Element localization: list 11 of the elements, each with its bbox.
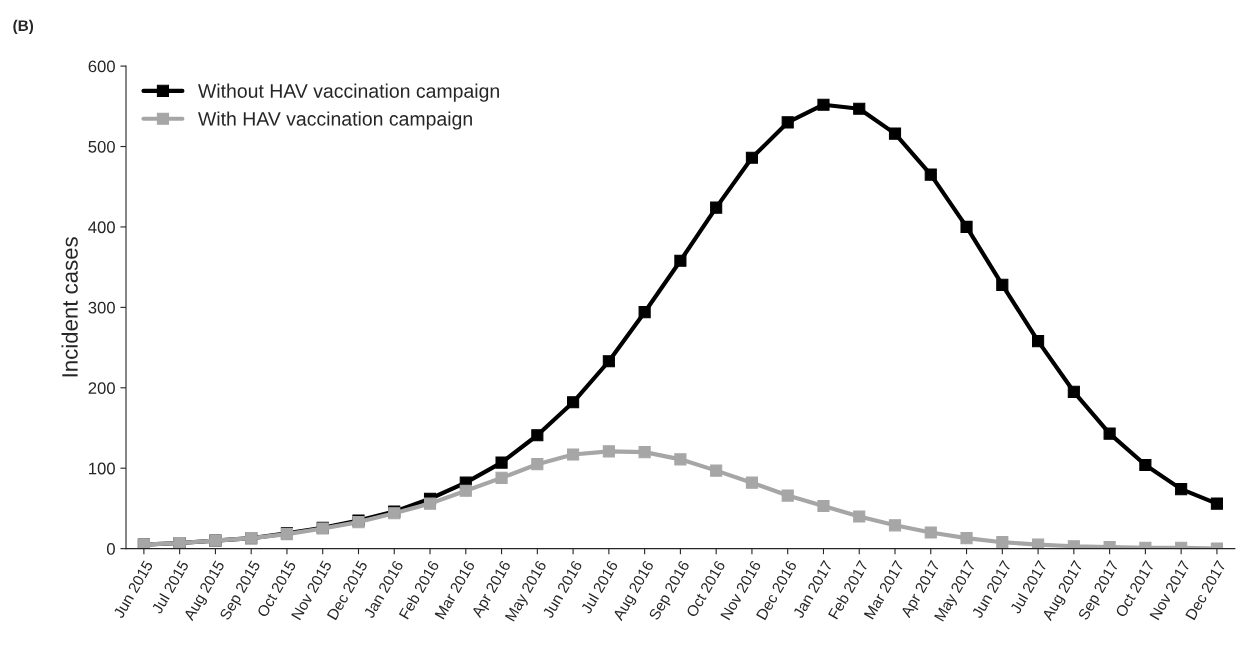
y-tick-label: 200: [88, 382, 115, 394]
y-tick-label: 500: [88, 140, 115, 153]
y-tick-label: 400: [88, 221, 115, 234]
y-tick-label: 0: [106, 543, 115, 555]
legend-label: With HAV vaccination campaign: [198, 111, 472, 130]
y-tick-label: 300: [88, 301, 115, 314]
chart-title: (B): [13, 19, 34, 35]
y-tick-label: 600: [88, 60, 115, 73]
y-tick-label: 100: [89, 462, 115, 475]
y-axis-title: Incident cases: [61, 237, 78, 377]
legend-label: Without HAV vaccination campaign: [198, 83, 499, 102]
